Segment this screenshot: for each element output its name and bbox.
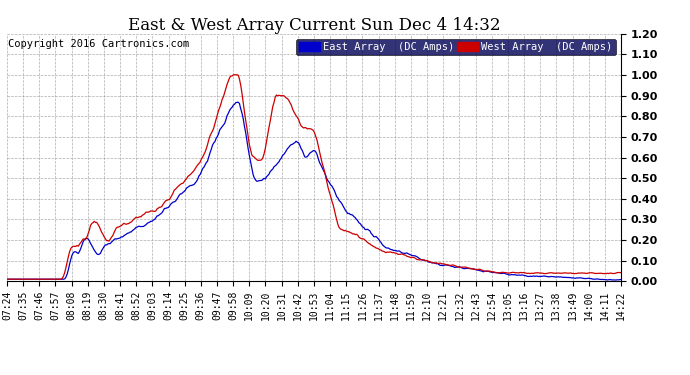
Title: East & West Array Current Sun Dec 4 14:32: East & West Array Current Sun Dec 4 14:3… (128, 16, 500, 34)
Text: Copyright 2016 Cartronics.com: Copyright 2016 Cartronics.com (8, 39, 189, 49)
Legend: East Array  (DC Amps), West Array  (DC Amps): East Array (DC Amps), West Array (DC Amp… (296, 39, 615, 56)
